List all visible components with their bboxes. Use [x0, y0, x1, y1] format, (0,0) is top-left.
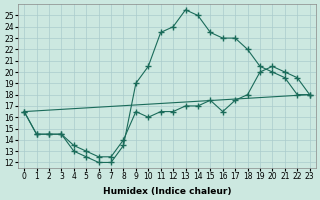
X-axis label: Humidex (Indice chaleur): Humidex (Indice chaleur) — [103, 187, 231, 196]
